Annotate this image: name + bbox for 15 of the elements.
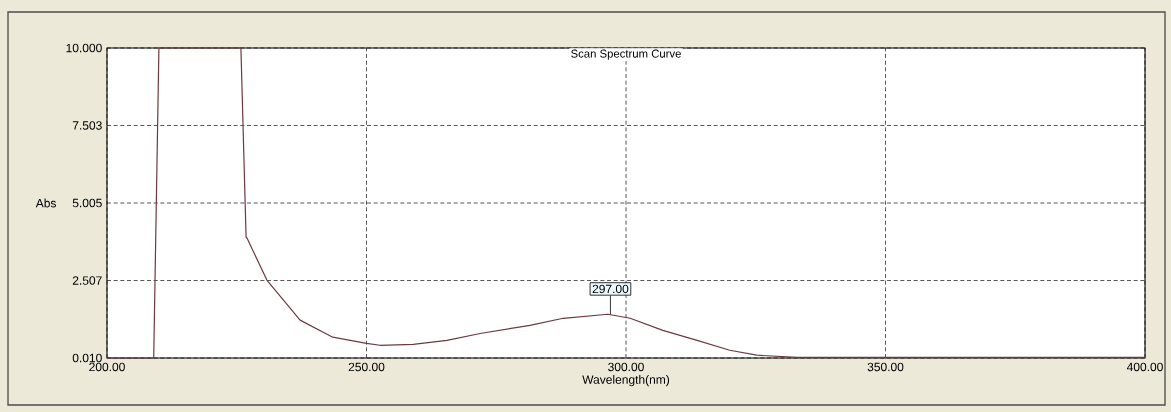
- y-tick-label: 10.000: [66, 43, 102, 53]
- x-tick-label: 250.00: [348, 362, 385, 372]
- x-axis-title: Wavelength(nm): [582, 375, 670, 387]
- x-tick-label: 300.00: [608, 362, 644, 372]
- chart-title: Scan Spectrum Curve: [571, 49, 681, 60]
- x-tick-label: 350.00: [867, 362, 904, 372]
- y-tick-label: 7.503: [72, 121, 102, 130]
- x-tick-label: 200.00: [89, 362, 125, 372]
- y-tick-label: 0.010: [72, 353, 102, 363]
- annotation: 297.00: [592, 284, 629, 294]
- y-tick-label: 2.507: [72, 276, 102, 285]
- y-tick-label: 5.005: [72, 198, 102, 208]
- x-tick-label: 400.00: [1126, 362, 1163, 372]
- y-axis-title: Abs: [35, 198, 56, 208]
- line-series: [106, 47, 1146, 359]
